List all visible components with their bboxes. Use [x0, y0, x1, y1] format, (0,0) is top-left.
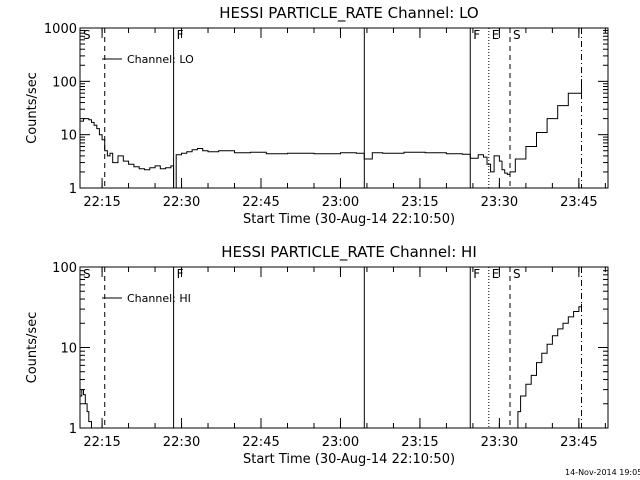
event-marker-label: F — [177, 28, 184, 42]
legend-label: Channel: LO — [127, 53, 194, 66]
x-tick-label: 22:30 — [163, 435, 200, 450]
series-line — [80, 303, 582, 429]
plot-frame — [79, 27, 609, 189]
x-tick-label: 22:30 — [163, 195, 200, 210]
x-tick-label: 23:30 — [481, 435, 518, 450]
event-marker-label: S — [83, 28, 91, 42]
event-marker-label: S — [513, 267, 521, 281]
series-line — [80, 79, 582, 189]
panel-lo: HESSI PARTICLE_RATE Channel: LO 1 10 100 100… — [25, 4, 609, 227]
y-tick-label: 100 — [52, 75, 77, 90]
y-axis-label: Counts/sec — [25, 72, 40, 144]
x-tick-label: 22:45 — [242, 435, 279, 450]
event-marker-label: F — [177, 267, 184, 281]
y-tick-label: 10 — [60, 342, 77, 357]
x-tick-label: 23:45 — [560, 195, 597, 210]
x-tick-label: 22:15 — [83, 435, 120, 450]
y-tick-label: 1 — [69, 422, 77, 437]
y-tick-label: 1 — [69, 182, 77, 197]
y-tick-label: 10 — [60, 129, 77, 144]
x-tick-label: 23:00 — [322, 195, 359, 210]
x-tick-label: 23:15 — [401, 195, 438, 210]
event-marker-label: E — [492, 28, 500, 42]
chart-title: HESSI PARTICLE_RATE Channel: LO — [219, 4, 478, 23]
panel-hi: HESSI PARTICLE_RATE Channel: HI 1 10 100 Cou… — [25, 243, 609, 467]
event-marker-label: F — [473, 28, 480, 42]
x-tick-label: 22:45 — [242, 195, 279, 210]
x-tick-label: 23:45 — [560, 435, 597, 450]
x-axis-label: Start Time (30-Aug-14 22:10:50) — [243, 212, 455, 227]
event-marker-label: F — [473, 267, 480, 281]
x-tick-label: 23:30 — [481, 195, 518, 210]
x-tick-label: 23:00 — [322, 435, 359, 450]
event-marker-label: S — [513, 28, 521, 42]
y-axis-label: Counts/sec — [25, 312, 40, 384]
y-tick-label: 100 — [52, 261, 77, 276]
legend-label: Channel: HI — [127, 292, 191, 305]
event-marker-label: E — [492, 267, 500, 281]
y-tick-label: 1000 — [44, 22, 77, 37]
footer-timestamp: 14-Nov-2014 19:05 — [565, 468, 640, 477]
x-axis-label: Start Time (30-Aug-14 22:10:50) — [243, 452, 455, 467]
x-tick-label: 22:15 — [83, 195, 120, 210]
chart-title: HESSI PARTICLE_RATE Channel: HI — [221, 243, 477, 262]
event-marker-label: S — [83, 267, 91, 281]
x-tick-label: 23:15 — [401, 435, 438, 450]
